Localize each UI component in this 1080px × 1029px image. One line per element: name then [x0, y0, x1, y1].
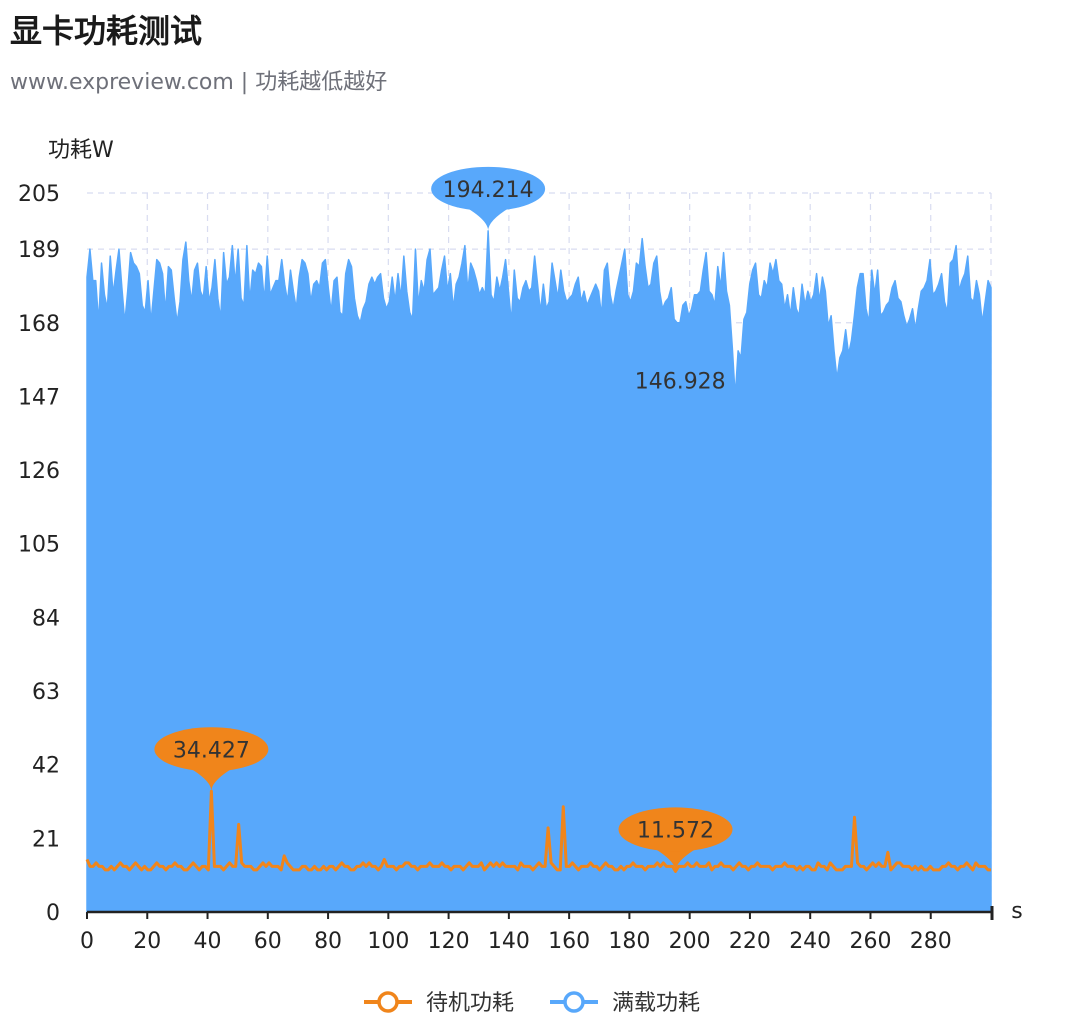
chart-title: 显卡功耗测试	[10, 12, 203, 50]
y-tick-label: 105	[18, 533, 60, 558]
legend-label: 待机功耗	[426, 991, 514, 1016]
x-tick-label: 40	[194, 929, 222, 954]
marker-idle-min: 11.572	[618, 807, 733, 872]
x-tick-label: 260	[849, 929, 891, 954]
x-tick-label: 160	[548, 929, 590, 954]
marker-idle-max: 34.427	[154, 727, 269, 792]
x-tick-label: 280	[910, 929, 952, 954]
legend-item: 满载功耗	[550, 991, 700, 1016]
x-tick-label: 120	[428, 929, 470, 954]
x-tick-label: 60	[254, 929, 282, 954]
x-tick-label: 0	[80, 929, 94, 954]
x-tick-label: 80	[314, 929, 342, 954]
marker-label: 194.214	[443, 178, 534, 203]
x-tick-label: 180	[608, 929, 650, 954]
series-idle-line	[85, 789, 991, 873]
y-tick-label: 147	[18, 385, 60, 410]
x-tick-label: 140	[488, 929, 530, 954]
marker-label: 11.572	[637, 818, 714, 843]
x-tick-label: 220	[729, 929, 771, 954]
marker-full-min: 146.928	[635, 370, 726, 395]
legend-marker	[377, 991, 399, 1013]
chart-subtitle: www.expreview.com | 功耗越低越好	[10, 70, 388, 95]
y-axis-label: 功耗W	[48, 138, 114, 163]
y-tick-label: 168	[18, 312, 60, 337]
series-full-load-area	[86, 230, 992, 913]
marker-full-max: 194.214	[431, 166, 546, 231]
legend-item: 待机功耗	[364, 991, 514, 1016]
y-tick-label: 42	[32, 754, 60, 779]
y-tick-label: 126	[18, 459, 60, 484]
y-tick-label: 189	[18, 238, 60, 263]
x-tick-label: 20	[133, 929, 161, 954]
y-tick-label: 205	[18, 182, 60, 207]
legend-marker	[563, 991, 585, 1013]
x-tick-label: 100	[367, 929, 409, 954]
legend-label: 满载功耗	[612, 991, 700, 1016]
y-tick-label: 21	[32, 827, 60, 852]
marker-label: 34.427	[173, 738, 250, 763]
x-axis-label: s	[1011, 899, 1022, 924]
x-tick-label: 240	[789, 929, 831, 954]
y-tick-label: 63	[32, 680, 60, 705]
y-tick-label: 0	[46, 901, 60, 926]
y-tick-label: 84	[32, 606, 60, 631]
x-tick-label: 200	[669, 929, 711, 954]
